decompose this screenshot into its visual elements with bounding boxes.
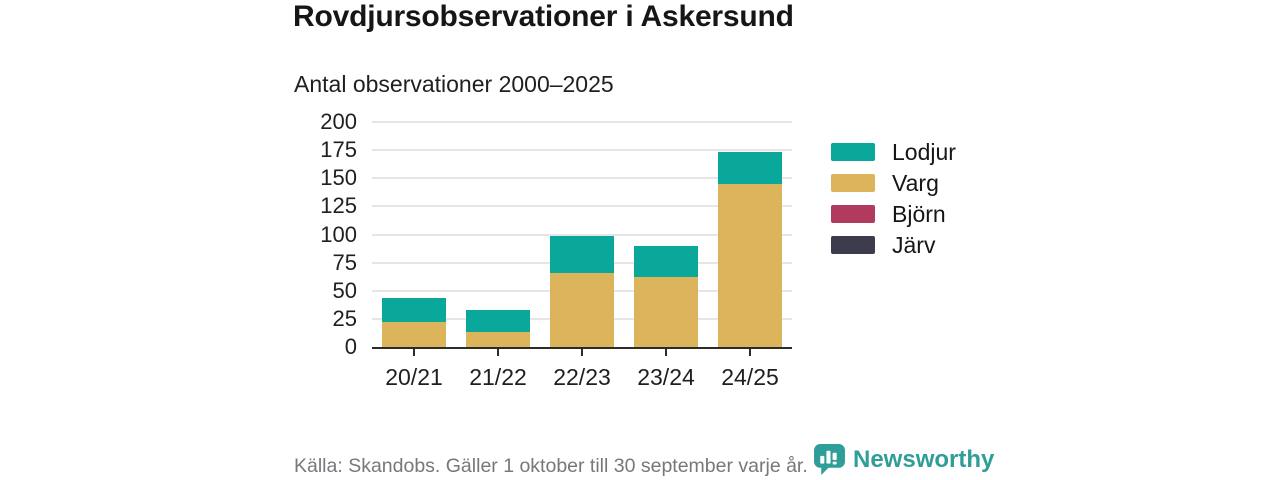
y-axis-tick-label: 75 — [332, 249, 357, 275]
legend-item-varg: Varg — [831, 169, 956, 196]
x-axis-label: 23/24 — [637, 364, 695, 390]
y-axis-tick-label: 25 — [332, 305, 357, 331]
bar-chart-plot: 0 25 50 75 100 125 150 175 200 20/21 21/22 22/23 23… — [320, 111, 792, 390]
y-axis-tick-label: 100 — [320, 221, 357, 247]
legend-swatch-björn — [831, 205, 875, 223]
bar-segment-varg — [466, 332, 530, 347]
bar-group-23-24: 23/24 — [624, 122, 708, 390]
legend-label: Lodjur — [892, 138, 956, 165]
bar-group-20-21: 20/21 — [372, 122, 456, 390]
bar-segment-lodjur — [634, 245, 698, 278]
legend-item-järv: Järv — [831, 231, 956, 258]
legend-item-lodjur: Lodjur — [831, 138, 956, 165]
gridline-150 — [372, 177, 792, 180]
bar-segment-varg — [550, 272, 614, 347]
bar-group-24-25: 24/25 — [708, 122, 792, 390]
x-axis-tick — [665, 349, 667, 356]
x-axis-label: 24/25 — [721, 364, 779, 390]
gridline-175 — [372, 149, 792, 152]
legend-label: Järv — [892, 231, 936, 258]
source-note: Källa: Skandobs. Gäller 1 oktober till 3… — [294, 455, 808, 477]
x-axis-tick — [497, 349, 499, 356]
bar-segment-lodjur — [550, 235, 614, 273]
bar-segment-varg — [634, 277, 698, 347]
y-axis-tick-label: 0 — [344, 334, 357, 359]
chart-legend: Lodjur Varg Björn Järv — [831, 138, 956, 258]
y-axis-tick-label: 50 — [332, 277, 357, 303]
newsworthy-bubble-chart-icon — [814, 444, 845, 475]
legend-label: Varg — [892, 169, 939, 196]
gridline-100 — [372, 233, 792, 236]
y-axis-tick-label: 125 — [320, 193, 357, 219]
newsworthy-logo: Newsworthy — [813, 443, 994, 476]
bar-segment-lodjur — [466, 309, 530, 333]
x-axis-tick — [749, 349, 751, 356]
bar-segment-varg — [382, 322, 446, 347]
x-axis-label: 22/23 — [553, 364, 611, 390]
bar-segment-lodjur — [382, 297, 446, 323]
bar-segment-varg — [718, 183, 782, 347]
chart-subtitle: Antal observationer 2000–2025 — [294, 71, 614, 97]
legend-swatch-järv — [831, 236, 875, 254]
legend-swatch-varg — [831, 174, 875, 192]
bar-group-22-23: 22/23 — [540, 122, 624, 390]
newsworthy-wordmark: Newsworthy — [853, 445, 995, 473]
y-axis-tick-label: 175 — [320, 137, 357, 163]
legend-item-björn: Björn — [831, 200, 956, 227]
page-title: Rovdjursobservationer i Askersund — [293, 0, 794, 33]
bars-layer: 20/21 21/22 22/23 23/24 24/25 — [372, 122, 792, 390]
x-axis-tick — [581, 349, 583, 356]
gridline-125 — [372, 205, 792, 208]
gridline-200 — [372, 121, 792, 123]
y-axis-tick-label: 200 — [320, 109, 357, 134]
x-axis-tick — [413, 349, 415, 356]
x-axis-label: 20/21 — [385, 364, 443, 390]
x-axis-label: 21/22 — [469, 364, 527, 390]
bar-group-21-22: 21/22 — [456, 122, 540, 390]
legend-swatch-lodjur — [831, 143, 875, 161]
bar-segment-lodjur — [718, 152, 782, 184]
legend-label: Björn — [892, 200, 946, 227]
y-axis-tick-label: 150 — [320, 165, 357, 191]
